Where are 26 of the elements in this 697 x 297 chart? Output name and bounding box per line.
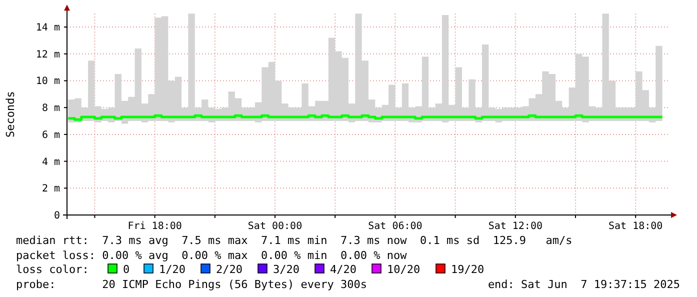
x-tick-label: Sat 00:00: [248, 221, 302, 232]
text: end: Sat Jun 7 19:37:15 2025: [488, 278, 680, 291]
y-tick-label: 2 m: [42, 184, 60, 195]
legend-label: 1/20: [159, 263, 186, 276]
text: median rtt: 7.3 ms avg 7.5 ms max 7.1 ms min 7.3 ms now 0.1 ms sd 125.9 am/s: [16, 234, 572, 247]
y-tick-label: 6 m: [42, 130, 60, 141]
text: packet loss: 0.00 % avg 0.00 % max 0.00 % min 0.00 % now: [16, 249, 408, 262]
y-tick-label: 0: [54, 210, 60, 222]
x-tick-label: Sat 12:00: [488, 221, 543, 232]
legend-label: 0: [123, 263, 130, 276]
text: probe: 20 ICMP Echo Pings (56 Bytes) every 300s: [16, 278, 367, 291]
legend-label: 10/20: [387, 263, 420, 276]
y-axis-title: Seconds: [4, 91, 17, 138]
x-tick-label: Sat 18:00: [608, 221, 663, 232]
y-tick-label: 10 m: [36, 76, 60, 88]
y-tick-label: 14 m: [36, 22, 60, 34]
legend-label: 2/20: [216, 263, 242, 276]
y-tick-label: 12 m: [36, 49, 60, 60]
legend-label: 4/20: [330, 263, 356, 276]
legend-title: loss color:: [16, 263, 89, 276]
y-tick-label: 4 m: [42, 156, 60, 168]
legend-label: 3/20: [273, 263, 300, 276]
y-tick-label: 8 m: [42, 103, 60, 114]
legend-label: 19/20: [451, 263, 484, 276]
x-tick-label: Sat 06:00: [368, 221, 422, 232]
x-tick-label: Fri 18:00: [128, 221, 182, 232]
